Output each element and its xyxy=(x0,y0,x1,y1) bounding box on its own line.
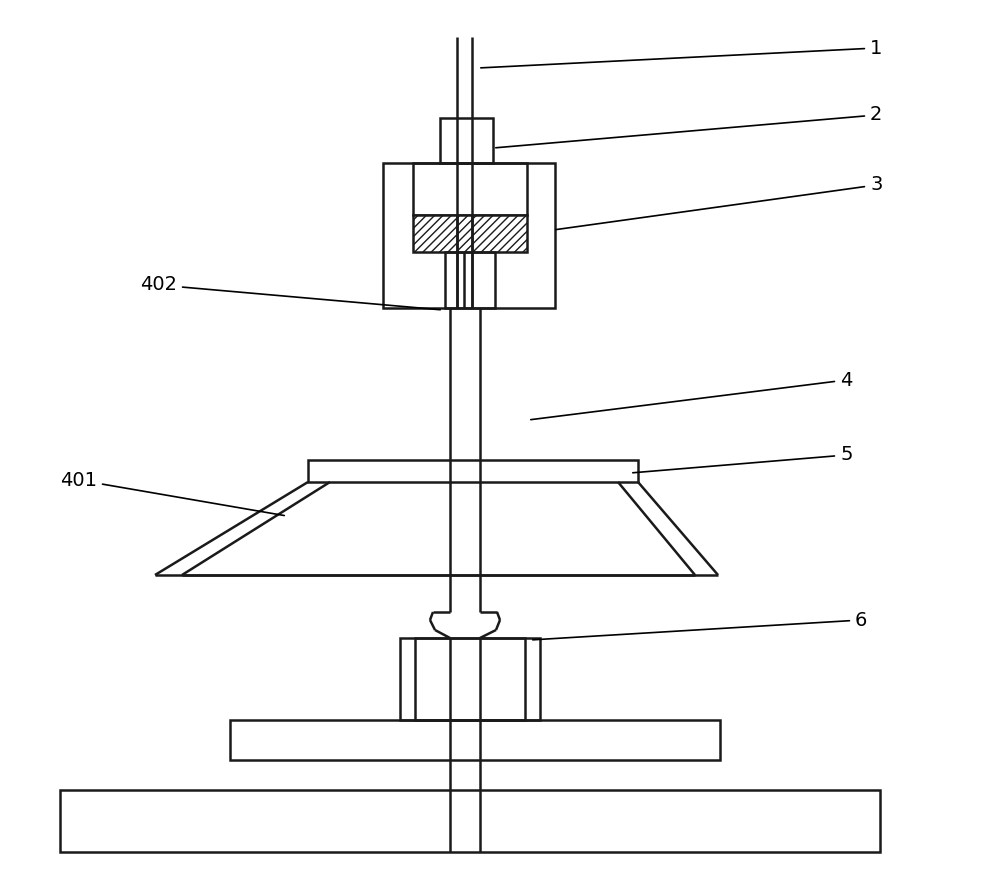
Bar xyxy=(445,252,495,308)
Bar xyxy=(60,790,880,852)
Text: 6: 6 xyxy=(533,611,867,640)
Bar xyxy=(413,163,527,215)
Text: 1: 1 xyxy=(481,38,882,68)
Bar xyxy=(383,163,555,308)
Text: 401: 401 xyxy=(60,470,284,516)
Bar xyxy=(440,118,493,163)
Bar xyxy=(230,720,720,760)
Text: 2: 2 xyxy=(496,105,882,148)
Bar xyxy=(400,638,540,720)
Bar xyxy=(415,638,525,720)
Text: 4: 4 xyxy=(531,370,852,419)
Bar xyxy=(413,215,527,252)
Bar xyxy=(308,460,638,482)
Text: 402: 402 xyxy=(140,275,440,309)
Text: 5: 5 xyxy=(633,445,852,473)
Text: 3: 3 xyxy=(556,175,882,230)
